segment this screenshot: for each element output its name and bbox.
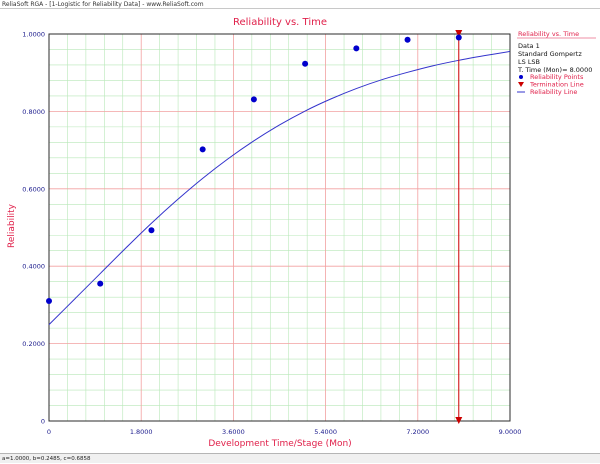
termination-marker-top <box>455 30 463 37</box>
reliability-point <box>353 45 360 52</box>
x-tick-label: 5.4000 <box>314 428 337 436</box>
legend: Reliability vs. Time Data 1 Standard Gom… <box>517 30 596 96</box>
termination-layer <box>455 30 463 424</box>
reliability-point <box>404 36 411 43</box>
x-tick-label: 7.2000 <box>406 428 429 436</box>
y-tick-labels: 0 0.2000 0.4000 0.6000 0.8000 1.0000 <box>22 31 45 426</box>
chart-frame: 0 1.8000 3.6000 5.4000 7.2000 9.0000 0 0.2000 0… <box>0 9 600 453</box>
x-tick-label: 0 <box>47 428 51 436</box>
reliability-point <box>46 298 52 305</box>
legend-item-termination: Termination Line <box>529 81 584 89</box>
y-tick-label: 0.2000 <box>22 340 45 348</box>
reliability-point <box>302 60 309 67</box>
legend-data-name: Data 1 <box>518 42 540 50</box>
legend-item-line: Reliability Line <box>530 88 577 96</box>
legend-header: Reliability vs. Time <box>518 30 579 38</box>
x-tick-label: 3.6000 <box>222 428 245 436</box>
legend-item-points: Reliability Points <box>530 73 584 81</box>
x-tick-labels: 0 1.8000 3.6000 5.4000 7.2000 9.0000 <box>47 428 521 436</box>
x-tick-label: 1.8000 <box>130 428 153 436</box>
major-grid <box>48 33 511 422</box>
points-layer <box>46 34 462 305</box>
reliability-line <box>48 50 511 325</box>
reliability-point <box>199 146 206 153</box>
reliability-point <box>97 280 104 287</box>
y-tick-label: 0.4000 <box>22 263 45 271</box>
chart-title: Reliability vs. Time <box>233 17 327 28</box>
y-axis-label: Reliability <box>7 203 17 248</box>
status-bar: a=1.0000, b=0.2485, c=0.6858 <box>0 453 600 463</box>
y-tick-label: 0.6000 <box>22 185 45 193</box>
plot-border <box>48 33 511 422</box>
y-tick-label: 0.8000 <box>22 108 45 116</box>
reliability-point <box>250 96 257 103</box>
window-title: ReliaSoft RGA - [1-Logistic for Reliabil… <box>0 0 600 9</box>
legend-method: LS LSB <box>518 58 540 66</box>
x-axis-label: Development Time/Stage (Mon) <box>208 439 351 449</box>
y-tick-label: 1.0000 <box>22 31 45 39</box>
reliability-point <box>148 227 155 234</box>
reliability-chart: 0 1.8000 3.6000 5.4000 7.2000 9.0000 00.20000… <box>7 17 596 449</box>
x-tick-label: 9.0000 <box>499 428 522 436</box>
legend-model: Standard Gompertz <box>518 50 582 58</box>
minor-grid <box>49 34 510 421</box>
curve-layer <box>48 50 511 325</box>
legend-termination-marker <box>518 82 524 87</box>
y-tick-label: 0 <box>41 418 45 426</box>
legend-time: T. Time (Mon)= 8.0000 <box>517 66 592 74</box>
reliability-point <box>455 34 462 41</box>
legend-points-marker <box>519 75 523 79</box>
termination-marker-bottom <box>455 417 463 424</box>
